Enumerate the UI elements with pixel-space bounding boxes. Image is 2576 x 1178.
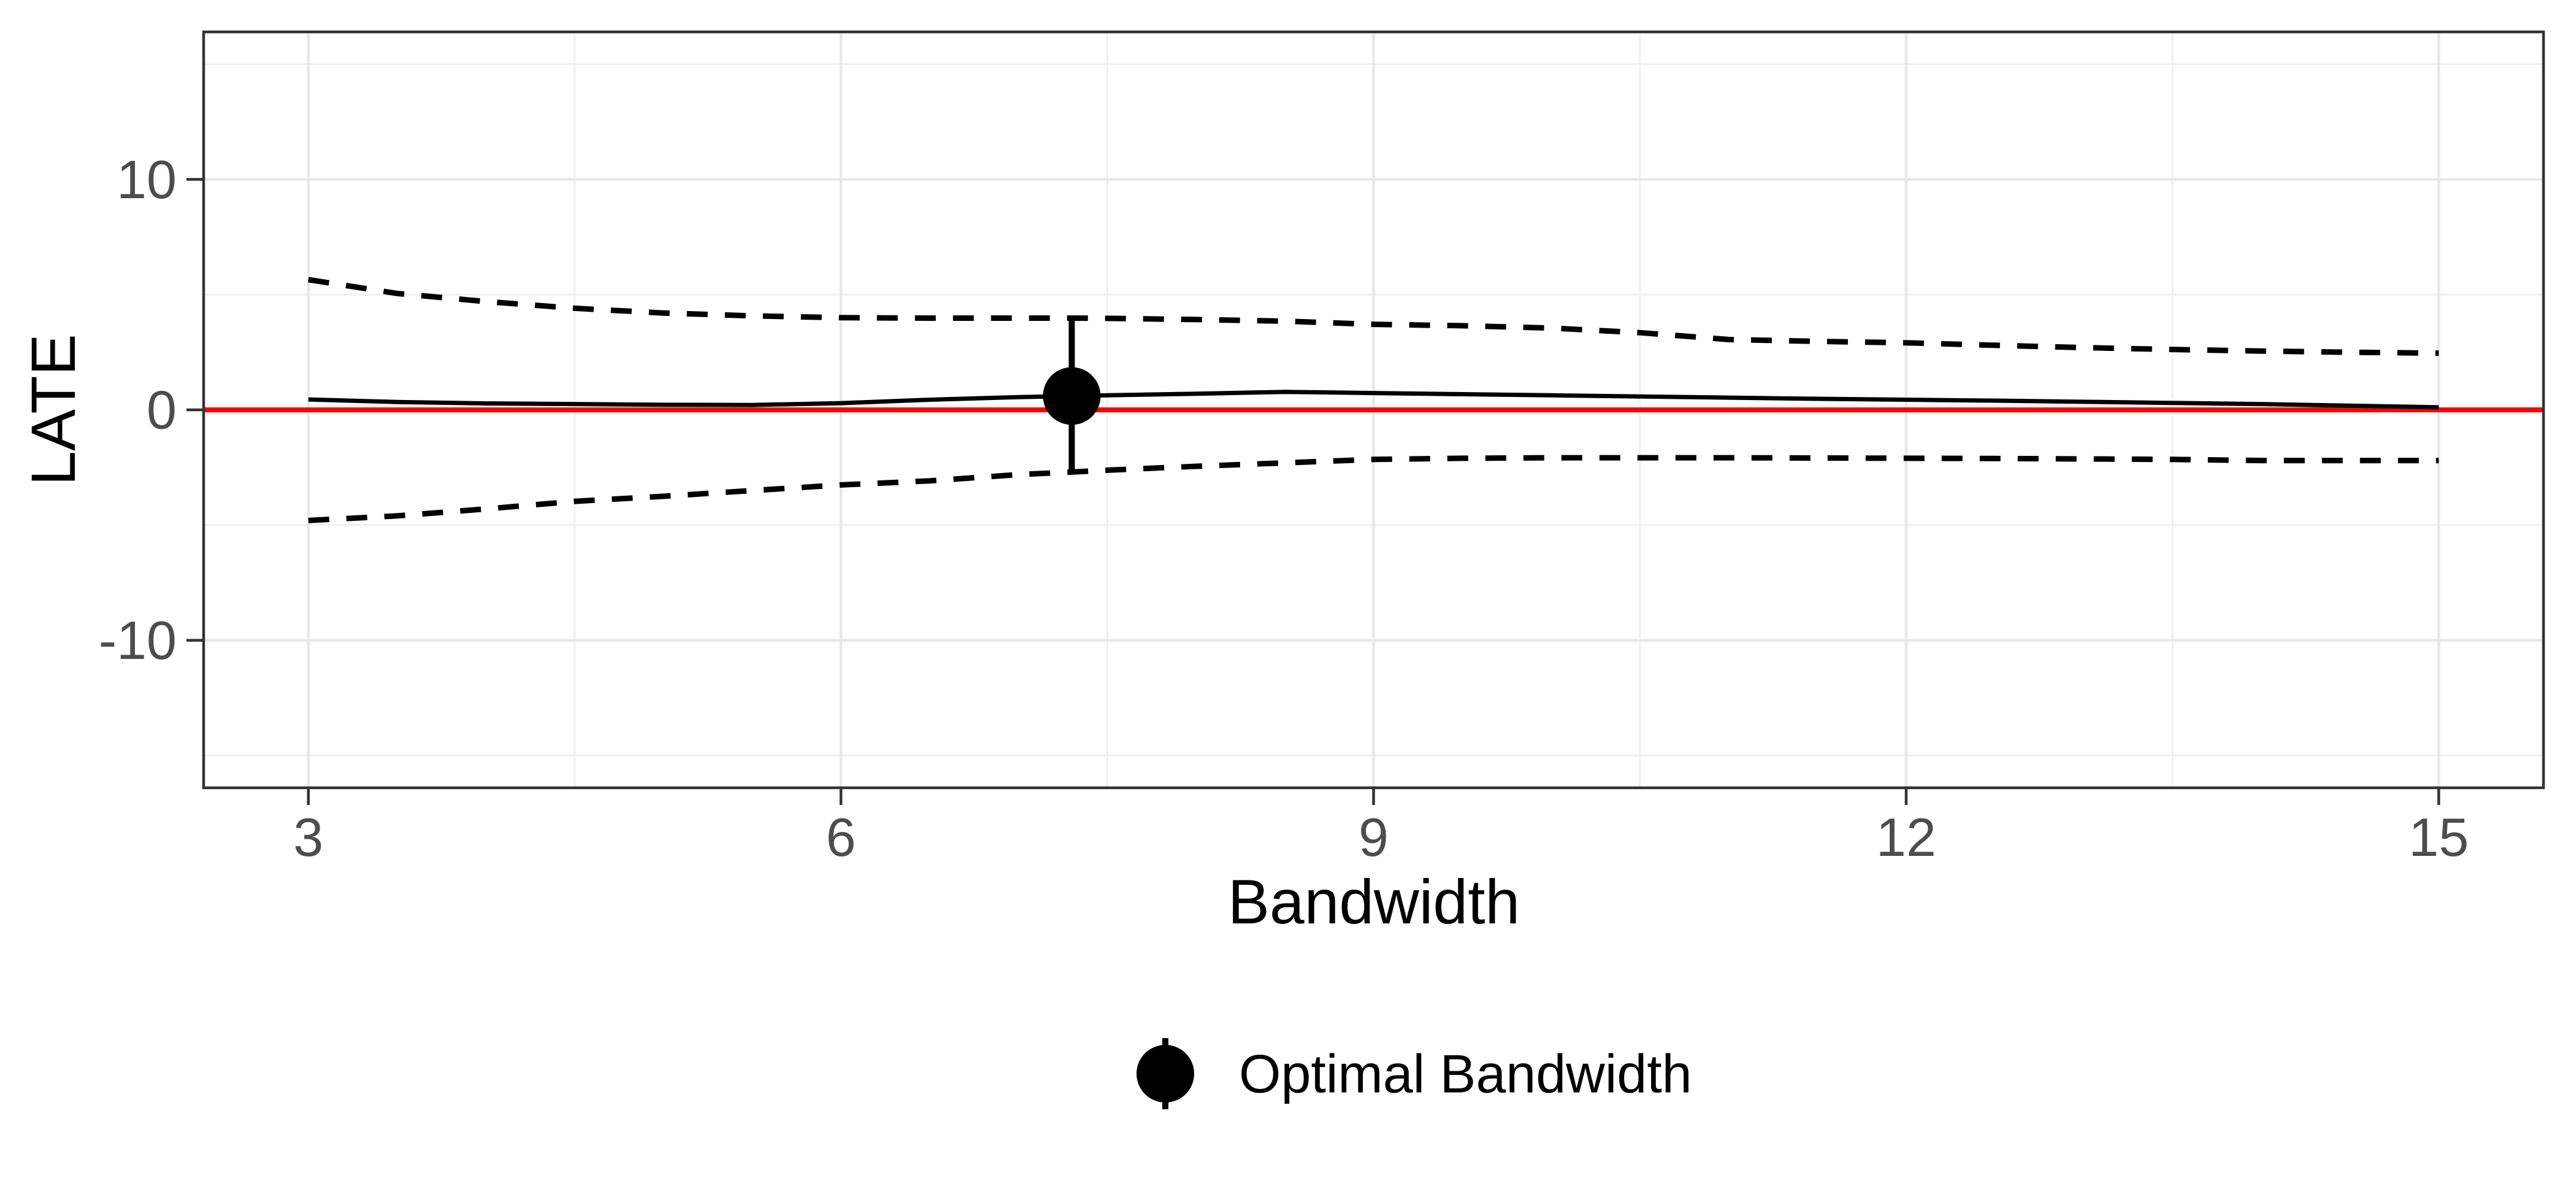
x-tick-label: 6 xyxy=(826,807,856,868)
legend-point-icon xyxy=(1137,1045,1194,1103)
x-tick-label: 9 xyxy=(1359,807,1389,868)
legend: Optimal Bandwidth xyxy=(1137,1038,1692,1109)
confidence-band-line xyxy=(308,277,2439,356)
y-tick-label: 0 xyxy=(147,380,177,441)
axis-tick-labels: 3 6 9 12 15 10 0 -10 xyxy=(99,149,2469,868)
x-tick-label: 15 xyxy=(2409,807,2469,868)
axis-ticks xyxy=(186,178,2440,805)
chart-layers xyxy=(204,277,2543,523)
x-tick-label: 3 xyxy=(293,807,323,868)
optimal-bandwidth-point xyxy=(1043,367,1101,425)
y-tick-label: 10 xyxy=(117,149,177,210)
confidence-band-line xyxy=(308,455,2439,523)
y-tick-label: -10 xyxy=(99,610,177,671)
x-tick-label: 12 xyxy=(1876,807,1936,868)
y-axis-title: LATE xyxy=(18,334,88,486)
estimate-line xyxy=(308,390,2439,410)
legend-label: Optimal Bandwidth xyxy=(1239,1044,1692,1104)
x-axis-title: Bandwidth xyxy=(1228,867,1520,937)
